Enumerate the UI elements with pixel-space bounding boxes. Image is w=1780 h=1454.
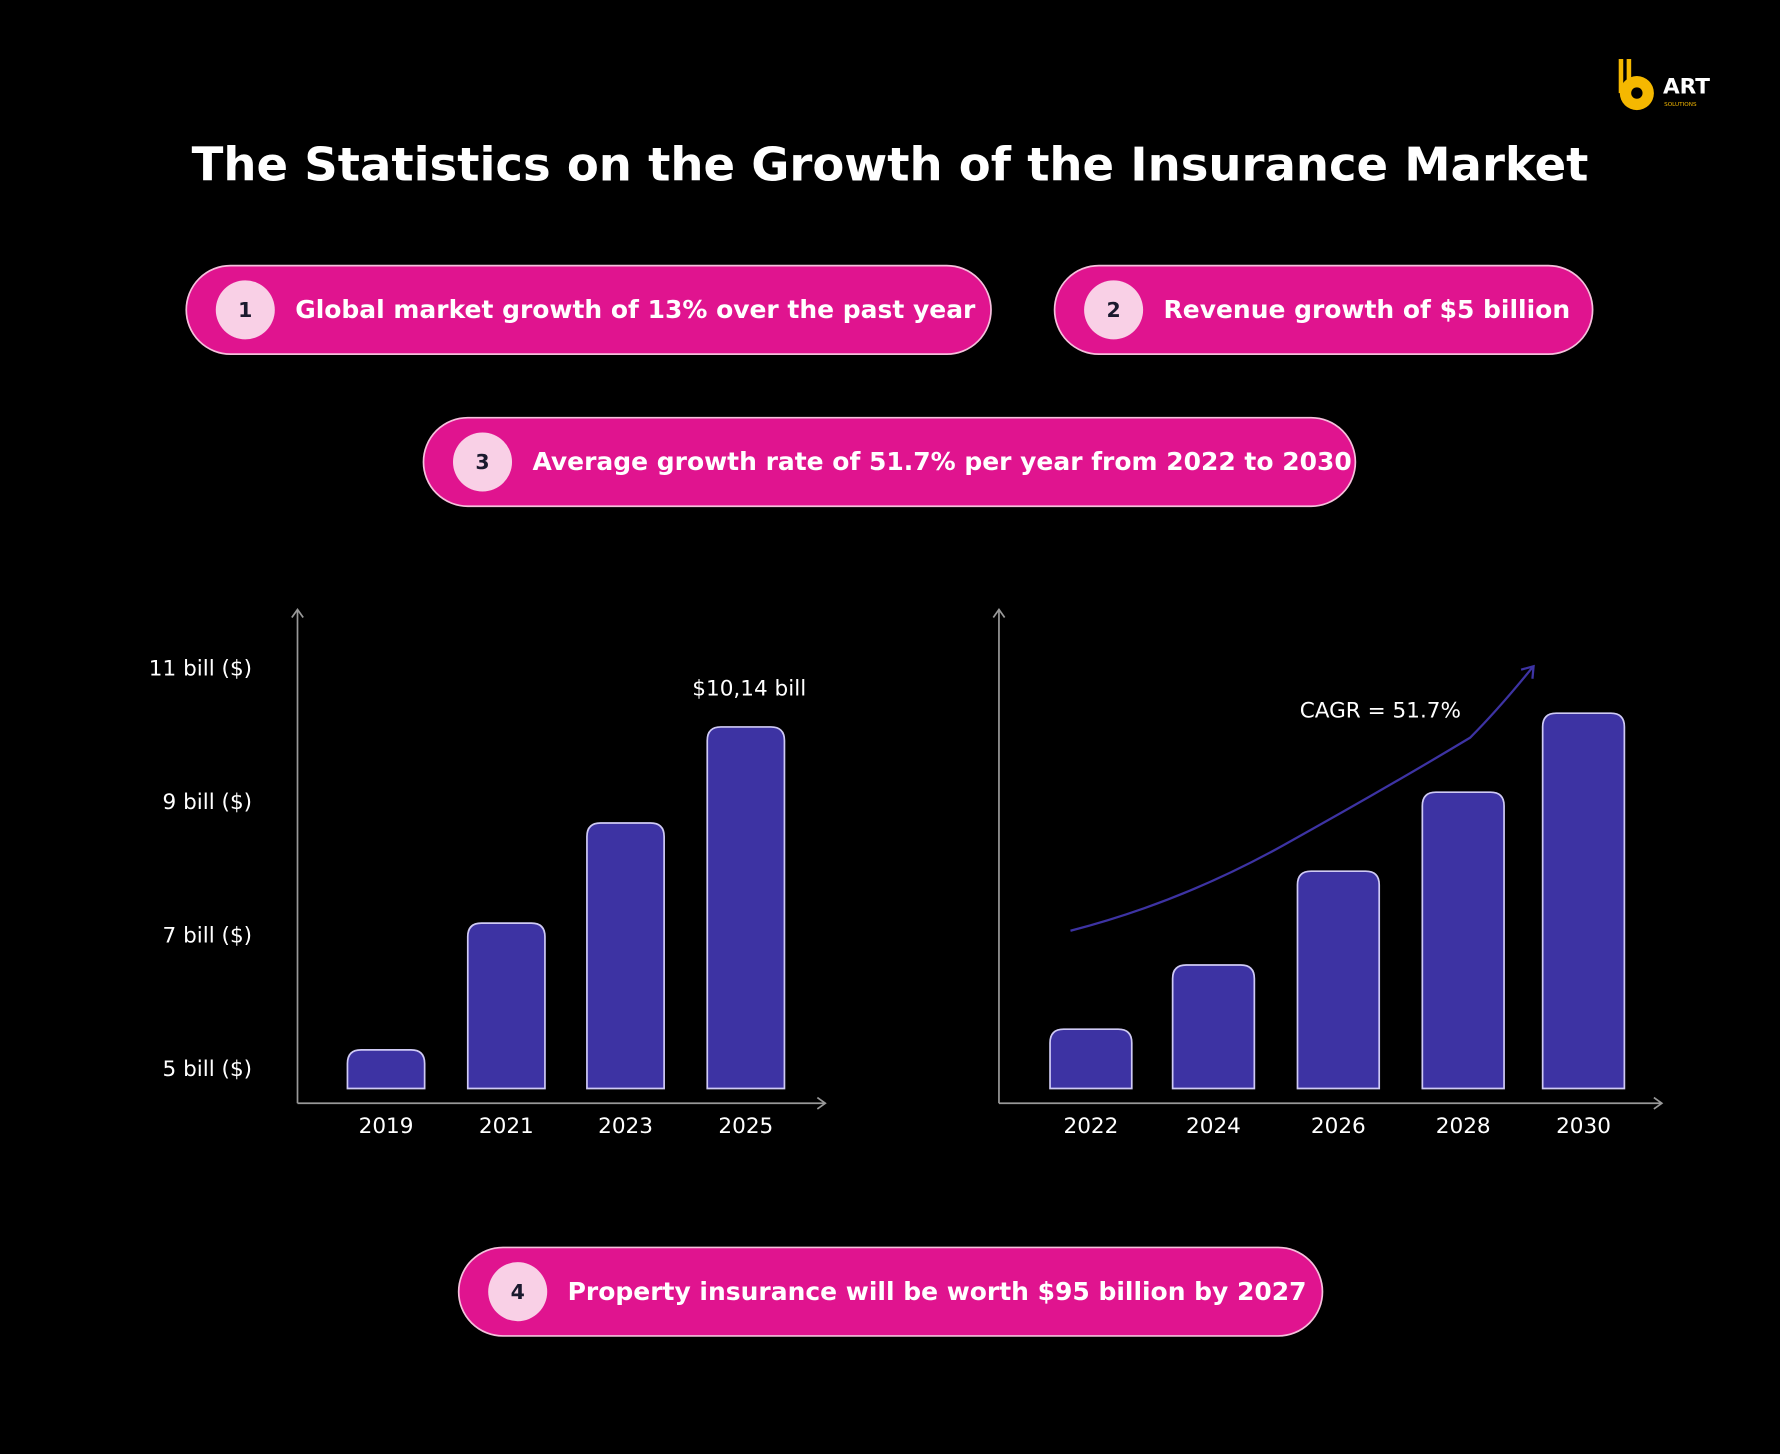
pill-badge [453,432,513,492]
bar [586,822,665,1090]
logo-tagline: SOLUTIONS [1664,102,1697,108]
pill-number: 3 [475,450,489,474]
x-tick-label: 2025 [718,1114,773,1139]
pill-number: 2 [1106,298,1120,322]
logo-bar [1626,59,1632,84]
y-tick-label: 7 bill ($) [163,923,253,948]
logo-hole [1631,87,1643,99]
cagr-curve [1070,666,1534,932]
x-tick-label: 2021 [479,1114,534,1139]
logo-name: ART [1663,74,1710,99]
x-tick-label: 2030 [1556,1114,1611,1139]
x-tick-label: 2024 [1186,1114,1241,1139]
pill-badge [488,1262,548,1322]
logo: ART SOLUTIONS [1618,59,1710,111]
charts: 5 bill ($) 7 bill ($) 9 bill ($) 11 bill ($… [149,608,1664,1139]
pill [457,1246,1324,1337]
pill-number: 1 [238,298,252,322]
bar [346,1049,426,1090]
bar [1296,870,1381,1090]
x-tick-label: 2019 [359,1114,414,1139]
x-axis-arrow [816,1096,827,1110]
pill [422,416,1357,508]
bar [706,726,786,1090]
pill-text: Average growth rate of 51.7% per year fr… [532,447,1351,476]
pill-text: Global market growth of 13% over the pas… [295,295,976,324]
x-tick-label: 2026 [1311,1114,1366,1139]
x-axis-arrow [1653,1096,1664,1110]
pill-text: Revenue growth of $5 billion [1164,295,1571,324]
pill [185,264,992,355]
y-tick-label: 5 bill ($) [163,1057,253,1082]
pills: 1 Global market growth of 13% over the pa… [185,264,1594,1337]
bar [1421,791,1505,1090]
bar [466,922,546,1090]
y-tick-label: 9 bill ($) [163,790,253,815]
y-axis-arrow [291,608,304,618]
x-tick-label: 2028 [1436,1114,1491,1139]
bar [1171,964,1256,1090]
bar [1541,712,1626,1090]
x-tick-label: 2023 [598,1114,653,1139]
pill [1053,264,1594,355]
logo-bar [1618,59,1624,94]
value-label: $10,14 bill [692,676,806,701]
annotation: CAGR = 51.7% [1300,699,1461,724]
pill-text: Property insurance will be worth $95 bil… [568,1277,1307,1306]
pill-badge [215,280,275,340]
y-tick-label: 11 bill ($) [149,657,252,682]
pill-number: 4 [511,1280,525,1304]
y-axis-arrow [992,608,1006,618]
title: The Statistics on the Growth of the Insu… [192,137,1589,191]
cagr-arrowhead [1520,664,1535,679]
bar [1049,1028,1133,1090]
x-tick-label: 2022 [1063,1114,1118,1139]
pill-badge [1084,280,1144,340]
